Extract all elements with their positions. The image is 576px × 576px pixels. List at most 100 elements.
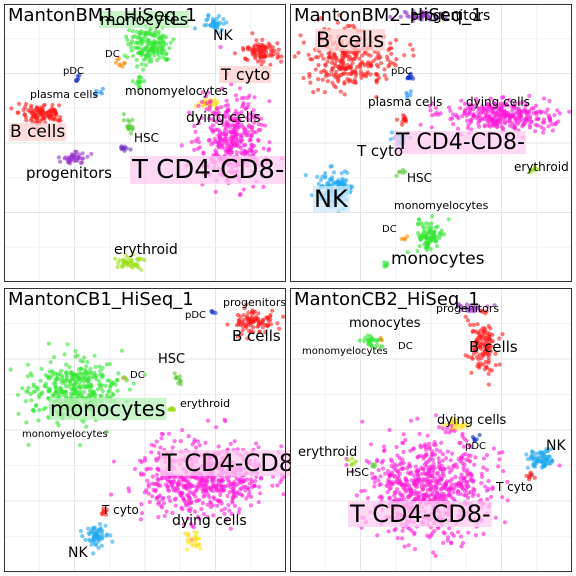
scatter-point bbox=[142, 456, 148, 461]
scatter-point bbox=[216, 30, 221, 35]
scatter-point bbox=[402, 9, 407, 14]
scatter-point bbox=[539, 459, 544, 464]
scatter-point bbox=[164, 52, 169, 57]
scatter-point bbox=[238, 140, 243, 145]
scatter-point bbox=[45, 113, 50, 118]
scatter-point bbox=[212, 496, 217, 501]
scatter-point bbox=[253, 115, 258, 120]
scatter-point bbox=[206, 90, 211, 95]
scatter-point bbox=[402, 114, 407, 119]
scatter-point bbox=[422, 229, 427, 234]
scatter-point bbox=[84, 424, 89, 429]
scatter-point bbox=[429, 221, 434, 226]
scatter-point bbox=[388, 60, 393, 65]
scatter-point bbox=[232, 138, 237, 143]
scatter-point bbox=[73, 378, 78, 383]
scatter-point bbox=[486, 358, 491, 364]
cluster-label-text: pDC bbox=[465, 441, 486, 452]
scatter-point bbox=[85, 359, 90, 365]
scatter-point bbox=[230, 122, 235, 127]
scatter-point bbox=[473, 533, 478, 538]
scatter-point bbox=[540, 120, 545, 125]
scatter-point bbox=[139, 502, 144, 507]
scatter-point bbox=[53, 109, 58, 114]
scatter-point bbox=[442, 531, 447, 536]
scatter-point bbox=[109, 492, 114, 497]
scatter-point bbox=[108, 533, 113, 538]
scatter-point bbox=[127, 387, 132, 392]
scatter-point bbox=[473, 455, 478, 460]
cluster-label: monomyelocytes bbox=[125, 84, 228, 98]
scatter-point bbox=[55, 420, 60, 425]
scatter-point bbox=[346, 458, 351, 463]
scatter-point bbox=[241, 143, 246, 148]
scatter-point bbox=[272, 48, 277, 53]
scatter-point bbox=[62, 352, 67, 357]
scatter-point bbox=[418, 122, 423, 127]
scatter-point bbox=[224, 98, 229, 103]
scatter-point bbox=[224, 124, 230, 129]
scatter-point bbox=[489, 494, 494, 500]
scatter-point bbox=[212, 97, 217, 103]
scatter-point bbox=[253, 479, 258, 484]
scatter-point bbox=[328, 176, 333, 182]
scatter-point bbox=[323, 74, 328, 79]
scatter-point bbox=[196, 514, 201, 519]
scatter-point bbox=[406, 543, 411, 548]
scatter-point bbox=[252, 483, 257, 488]
scatter-point bbox=[315, 174, 320, 179]
scatter-point bbox=[138, 517, 143, 522]
scatter-point bbox=[166, 431, 172, 436]
scatter-point bbox=[239, 320, 245, 325]
scatter-point bbox=[430, 457, 435, 463]
scatter-point bbox=[395, 536, 400, 541]
scatter-point bbox=[426, 468, 431, 473]
scatter-point bbox=[459, 98, 464, 103]
scatter-point bbox=[243, 484, 248, 489]
scatter-point bbox=[71, 391, 76, 396]
cluster-label-text: progenitors bbox=[26, 164, 112, 182]
scatter-point bbox=[243, 56, 248, 62]
scatter-point bbox=[32, 409, 37, 414]
scatter-point bbox=[82, 385, 87, 390]
scatter-point bbox=[545, 457, 550, 462]
scatter-point bbox=[124, 378, 129, 383]
scatter-point bbox=[122, 375, 127, 380]
scatter-point bbox=[459, 304, 464, 309]
scatter-point bbox=[433, 17, 438, 22]
scatter-point bbox=[127, 119, 132, 124]
scatter-point bbox=[268, 62, 273, 67]
scatter-point bbox=[342, 92, 347, 97]
scatter-point bbox=[330, 80, 335, 85]
scatter-point bbox=[398, 14, 403, 19]
scatter-point bbox=[493, 515, 498, 520]
scatter-point bbox=[332, 61, 337, 66]
scatter-point bbox=[50, 373, 55, 378]
scatter-point bbox=[458, 308, 464, 313]
scatter-point bbox=[541, 130, 546, 135]
scatter-point bbox=[53, 385, 59, 391]
scatter-point bbox=[469, 370, 474, 375]
scatter-point bbox=[507, 97, 512, 103]
scatter-point bbox=[170, 405, 175, 411]
scatter-point bbox=[468, 459, 473, 464]
scatter-point bbox=[263, 54, 268, 59]
scatter-point bbox=[368, 442, 374, 447]
scatter-point bbox=[93, 364, 98, 369]
scatter-point bbox=[505, 479, 510, 485]
scatter-point bbox=[412, 547, 417, 552]
cluster-label: DC bbox=[382, 224, 397, 235]
cluster-label: DC bbox=[105, 49, 120, 60]
scatter-point bbox=[172, 439, 177, 444]
scatter-point bbox=[370, 471, 375, 476]
scatter-point bbox=[42, 116, 47, 121]
scatter-point bbox=[460, 431, 465, 436]
scatter-point bbox=[150, 44, 155, 50]
scatter-point bbox=[103, 523, 108, 528]
cluster-label-text: DC bbox=[130, 370, 145, 381]
scatter-point bbox=[412, 13, 417, 18]
scatter-point bbox=[447, 470, 452, 475]
scatter-point bbox=[243, 127, 248, 132]
cluster-label: B cells bbox=[315, 28, 386, 52]
scatter-point bbox=[26, 442, 31, 447]
